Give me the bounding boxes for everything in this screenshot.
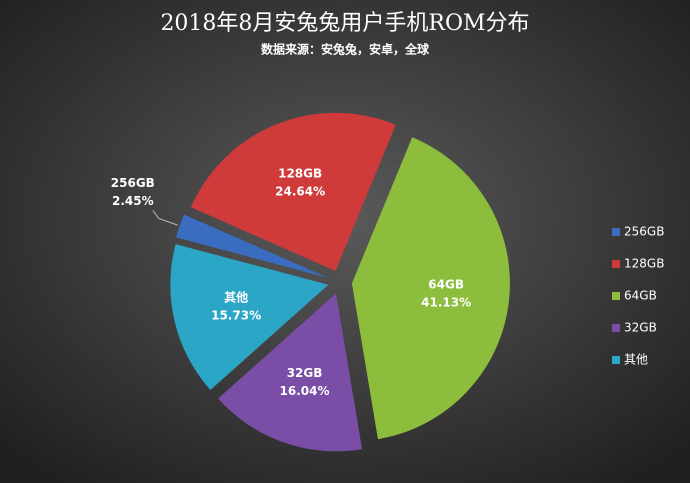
legend-label: 256GB (624, 225, 664, 239)
slice-label: 32GB (287, 366, 323, 380)
slice-label: 64GB (428, 278, 464, 292)
legend-swatch (612, 292, 620, 300)
pie-slice (351, 137, 510, 440)
legend-swatch (612, 356, 620, 364)
legend-swatch (612, 260, 620, 268)
chart-title: 2018年8月安兔兔用户手机ROM分布 (160, 11, 529, 36)
leader-line (152, 210, 178, 226)
legend-label: 32GB (624, 321, 657, 335)
pie-slice (218, 293, 363, 452)
legend-label: 128GB (624, 257, 664, 271)
legend-swatch (612, 324, 620, 332)
slice-value: 24.64% (275, 184, 325, 198)
pie-slice (170, 244, 329, 390)
slice-value: 41.13% (421, 296, 471, 310)
legend-swatch (612, 228, 620, 236)
pie-slice (175, 214, 329, 279)
slice-value: 2.45% (112, 194, 154, 208)
pie-slice (190, 112, 396, 271)
chart-subtitle: 数据来源：安兔兔，安卓，全球 (261, 42, 430, 57)
slice-value: 15.73% (211, 308, 261, 322)
slice-label: 256GB (111, 176, 155, 190)
legend-label: 其他 (624, 353, 648, 367)
slice-value: 16.04% (280, 384, 330, 398)
legend-label: 64GB (624, 289, 657, 303)
slice-label: 其他 (224, 289, 248, 304)
slice-label: 128GB (278, 166, 322, 180)
